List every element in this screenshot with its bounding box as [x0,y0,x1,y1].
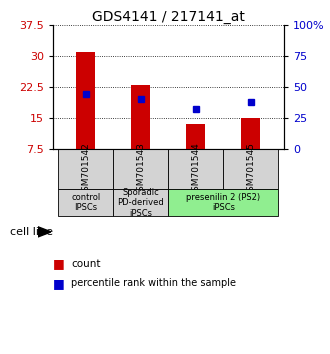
Text: cell line: cell line [10,227,53,237]
Text: ■: ■ [53,277,65,290]
Bar [131,85,150,149]
Text: control
IPSCs: control IPSCs [71,193,100,212]
Text: Sporadic
PD-derived
iPSCs: Sporadic PD-derived iPSCs [117,188,164,217]
Bar [241,118,260,149]
Bar [168,189,278,216]
Bar [58,149,113,189]
Text: percentile rank within the sample: percentile rank within the sample [71,278,236,288]
Text: GSM701545: GSM701545 [246,142,255,197]
Text: count: count [71,259,100,269]
Title: GDS4141 / 217141_at: GDS4141 / 217141_at [92,10,245,24]
Text: ■: ■ [53,257,65,270]
Bar [113,149,168,189]
Bar [76,52,95,149]
Bar [113,189,168,216]
Text: GSM701542: GSM701542 [81,142,90,196]
Bar [168,149,223,189]
Text: GSM701543: GSM701543 [136,142,145,197]
Text: presenilin 2 (PS2)
iPSCs: presenilin 2 (PS2) iPSCs [186,193,260,212]
Polygon shape [38,227,51,237]
Bar [58,189,113,216]
Bar [223,149,278,189]
Text: GSM701544: GSM701544 [191,142,200,196]
Bar [186,124,205,149]
